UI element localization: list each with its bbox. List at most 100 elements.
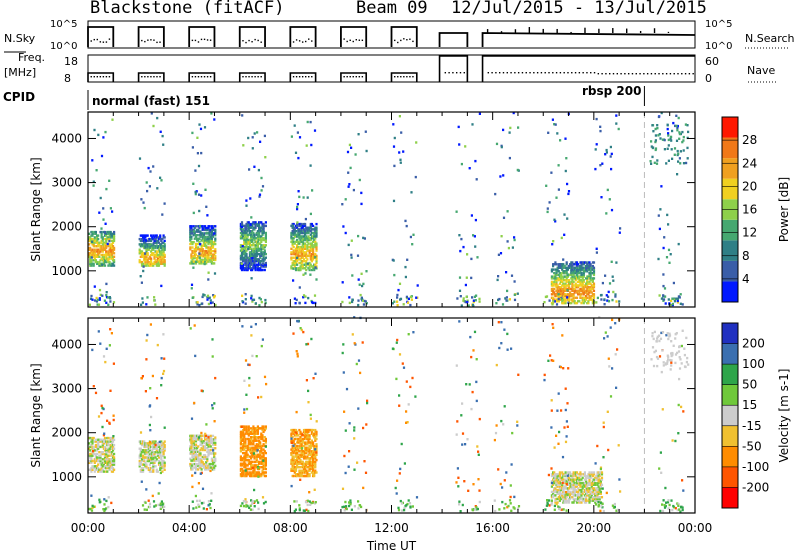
nsearch-dot <box>343 38 345 40</box>
data-cell-sparse <box>91 506 94 509</box>
data-cell <box>556 497 559 501</box>
data-cell <box>152 237 155 241</box>
data-cell-sparse <box>598 316 601 319</box>
data-cell <box>107 253 110 257</box>
data-cell-ground <box>658 294 661 297</box>
data-cell-sparse <box>247 247 250 251</box>
data-cell <box>261 233 264 236</box>
data-cell <box>202 253 205 256</box>
data-cell <box>292 469 295 472</box>
data-cell <box>193 459 196 462</box>
data-cell <box>192 457 195 460</box>
data-cell <box>159 234 162 237</box>
data-cell-far <box>670 148 673 151</box>
data-cell <box>246 455 249 458</box>
data-cell <box>587 300 590 303</box>
data-cell <box>199 452 202 455</box>
data-cell <box>586 277 589 280</box>
data-cell-far <box>686 157 689 160</box>
data-cell <box>567 286 571 289</box>
data-cell <box>315 256 318 259</box>
data-cell-sparse <box>140 198 143 201</box>
data-cell <box>314 430 317 434</box>
data-cell <box>109 466 112 470</box>
data-cell <box>246 230 249 233</box>
data-cell <box>310 237 313 240</box>
data-cell <box>262 451 265 455</box>
data-cell-sparse <box>610 208 614 212</box>
data-cell <box>561 293 564 296</box>
data-cell-sparse <box>400 442 403 446</box>
data-cell-far <box>673 147 677 150</box>
data-cell-sparse <box>102 136 105 139</box>
data-cell-sparse <box>206 214 209 217</box>
data-cell-sparse <box>142 269 145 273</box>
data-cell-sparse <box>207 271 210 274</box>
data-cell <box>91 237 94 241</box>
data-cell-sparse <box>296 355 299 358</box>
data-cell <box>245 464 248 467</box>
data-cell <box>569 471 572 474</box>
data-cell <box>308 434 311 437</box>
data-cell <box>581 497 584 501</box>
data-cell <box>213 468 216 471</box>
data-cell <box>572 273 575 277</box>
data-cell <box>297 460 300 464</box>
data-cell <box>247 221 250 224</box>
data-cell <box>309 230 312 233</box>
data-cell <box>214 237 217 240</box>
data-cell-ground <box>603 298 606 301</box>
data-cell <box>575 301 579 305</box>
data-cell <box>586 279 589 282</box>
data-cell <box>315 226 318 229</box>
data-cell <box>305 448 308 451</box>
data-cell-sparse <box>260 395 263 399</box>
data-cell <box>586 270 589 273</box>
data-cell <box>555 271 558 275</box>
data-cell <box>200 239 203 242</box>
data-cell <box>256 224 259 228</box>
data-cell-sparse <box>302 196 305 199</box>
data-cell <box>314 460 317 464</box>
data-cell <box>310 451 313 455</box>
colorbar-segment <box>722 178 738 200</box>
data-cell-far <box>682 149 685 152</box>
data-cell <box>108 449 111 452</box>
nsearch-dot <box>99 41 102 43</box>
data-cell <box>556 476 559 479</box>
data-cell <box>139 470 142 473</box>
data-cell <box>315 448 318 451</box>
data-cell <box>260 238 263 242</box>
data-cell <box>198 461 201 464</box>
data-cell <box>308 267 311 270</box>
data-cell <box>308 254 311 258</box>
data-cell-sparse <box>608 282 612 285</box>
data-cell <box>580 473 583 476</box>
data-cell <box>582 287 585 291</box>
data-cell <box>291 244 294 247</box>
data-cell <box>206 434 209 438</box>
nsearch-dot <box>260 41 262 43</box>
data-cell <box>253 249 256 252</box>
data-cell <box>248 443 252 446</box>
data-cell <box>306 460 309 464</box>
data-cell <box>207 253 210 256</box>
data-cell <box>245 231 248 235</box>
data-cell <box>103 246 107 250</box>
data-cell <box>110 458 113 461</box>
data-cell <box>564 478 567 481</box>
data-cell <box>302 235 306 238</box>
data-cell-sparse <box>93 285 96 288</box>
data-cell <box>211 262 215 265</box>
data-cell <box>256 460 259 464</box>
data-cell-sparse <box>350 256 353 259</box>
data-cell <box>253 263 256 266</box>
data-cell-sparse <box>192 230 196 233</box>
data-cell <box>578 478 581 481</box>
data-cell <box>550 270 553 273</box>
data-cell <box>305 235 308 238</box>
data-cell <box>150 259 153 262</box>
data-cell <box>243 462 246 465</box>
colorbar-tick-label: 16 <box>742 203 757 217</box>
data-cell <box>580 501 583 504</box>
